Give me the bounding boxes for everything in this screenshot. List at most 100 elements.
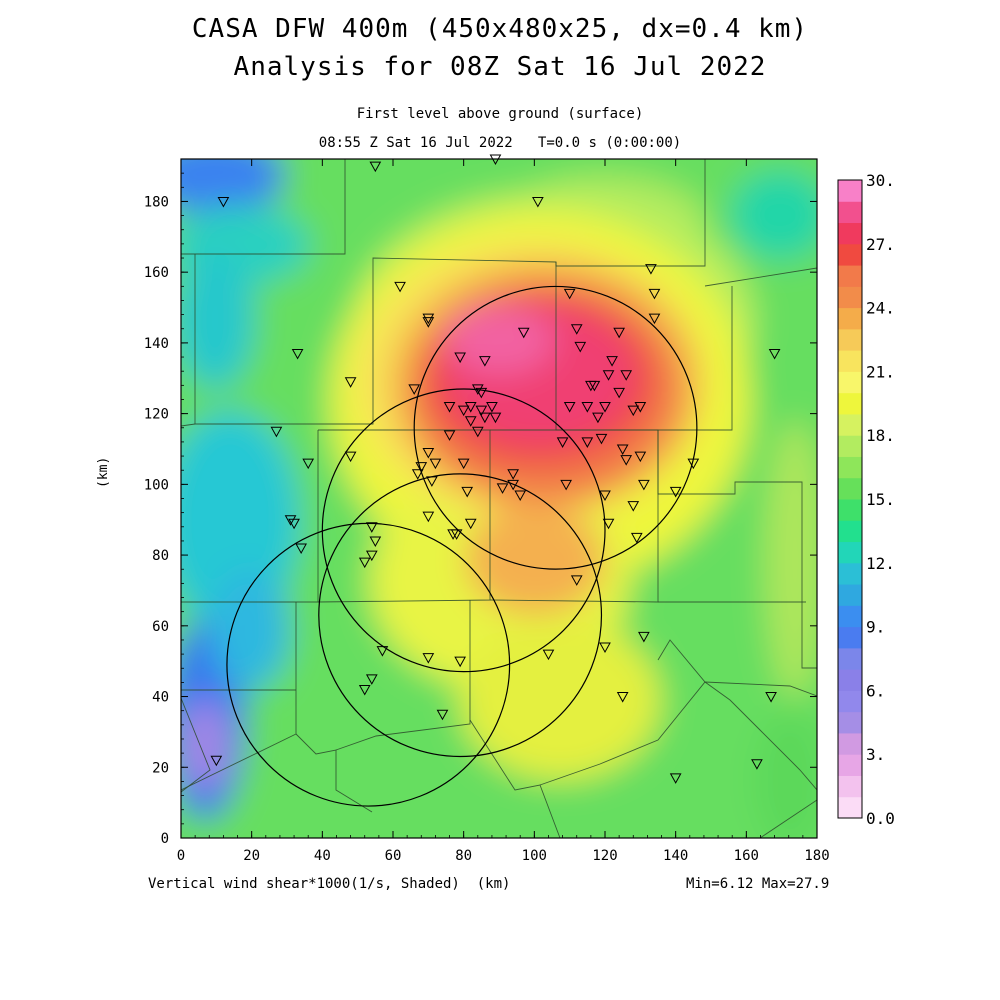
station-marker <box>411 469 424 480</box>
colorbar-swatch <box>838 754 862 776</box>
field-blob <box>210 570 290 690</box>
station-marker <box>599 490 611 501</box>
colorbar-label: 9. <box>866 618 885 637</box>
station-marker <box>542 649 555 661</box>
station-marker <box>648 288 661 300</box>
colorbar-swatch <box>838 562 862 585</box>
station-marker <box>627 405 640 417</box>
radar-ring <box>318 473 603 758</box>
field-blob <box>181 700 230 790</box>
station-marker <box>768 349 781 360</box>
y-tick-label: 80 <box>152 548 169 564</box>
colorbar-swatch <box>838 413 862 436</box>
station-marker <box>210 755 223 767</box>
colorbar-label: 18. <box>866 426 895 445</box>
station-marker <box>394 281 406 293</box>
station-marker <box>507 479 519 491</box>
station-marker <box>443 402 456 413</box>
colorbar-label: 21. <box>866 362 895 381</box>
station-marker <box>514 490 527 501</box>
y-tick-label: 0 <box>161 831 169 847</box>
station-marker <box>613 327 625 339</box>
station-marker <box>645 264 657 275</box>
radar-ring <box>226 522 511 807</box>
station-marker <box>592 412 604 424</box>
station-marker <box>648 313 661 325</box>
station-marker <box>687 458 700 470</box>
station-marker <box>599 642 611 654</box>
station-marker <box>479 356 491 367</box>
x-tick-label: 60 <box>385 848 402 864</box>
station-marker <box>620 455 633 466</box>
station-marker <box>450 529 463 540</box>
level-subtitle: First level above ground (surface) <box>356 106 644 122</box>
colorbar-swatch <box>838 711 862 734</box>
station-marker <box>486 402 498 413</box>
colorbar-swatch <box>838 243 862 266</box>
colorbar-swatch <box>838 690 862 713</box>
x-tick-label: 20 <box>243 848 260 864</box>
colorbar-label: 0.0 <box>866 809 895 828</box>
station-marker <box>517 327 530 339</box>
field-blob <box>755 710 817 838</box>
station-marker <box>302 458 315 470</box>
colorbar-swatch <box>838 541 862 564</box>
field-blob <box>465 505 605 615</box>
station-marker <box>369 536 382 547</box>
station-marker <box>627 501 640 512</box>
field-blob <box>181 410 300 630</box>
variable-label: Vertical wind shear*1000(1/s, Shaded) (k… <box>148 876 511 892</box>
station-marker <box>570 324 583 335</box>
x-tick-label: 140 <box>663 848 688 864</box>
station-marker <box>365 674 378 685</box>
field-blob <box>460 620 660 780</box>
x-tick-label: 80 <box>455 848 472 864</box>
colorbar-swatch <box>838 775 862 798</box>
map-title: CASA DFW 400m (450x480x25, dx=0.4 km) <box>191 14 809 44</box>
min-max-label: Min=6.12 Max=27.9 <box>686 876 830 892</box>
station-marker <box>288 518 300 530</box>
radar-ring <box>413 285 698 570</box>
station-marker <box>638 479 650 491</box>
station-marker <box>532 196 544 208</box>
valid-time-subtitle: 08:55 Z Sat 16 Jul 2022 T=0.0 s (0:00:00… <box>318 135 682 151</box>
station-marker <box>507 469 519 480</box>
y-tick-label: 60 <box>152 619 169 635</box>
colorbar-swatch <box>838 286 862 309</box>
station-marker <box>376 646 389 657</box>
x-tick-label: 100 <box>522 848 547 864</box>
x-tick-label: 180 <box>804 848 829 864</box>
station-marker <box>365 550 378 562</box>
station-marker <box>369 161 382 173</box>
colorbar-swatch <box>838 477 862 500</box>
colorbar-swatch <box>838 201 862 224</box>
station-marker <box>595 433 608 445</box>
field-blob <box>730 170 817 260</box>
station-marker <box>358 557 371 569</box>
colorbar-swatch <box>838 669 862 691</box>
colorbar-frame <box>837 179 863 819</box>
station-marker <box>422 653 435 664</box>
radar-coverage-rings <box>226 285 698 807</box>
colorbar: 0.0 3. 6. 9. 12. 15. 18. 21. 24. 27. 30. <box>837 171 895 828</box>
station-marker <box>669 773 682 784</box>
x-tick-label: 160 <box>734 848 759 864</box>
colorbar-label: 15. <box>866 490 895 509</box>
station-marker <box>457 458 470 470</box>
colorbar-swatch <box>838 435 862 457</box>
station-marker <box>471 384 484 395</box>
station-marker <box>464 402 477 413</box>
station-marker <box>669 486 682 498</box>
station-marker <box>563 288 576 300</box>
station-marker <box>408 384 421 395</box>
y-tick-label: 20 <box>152 760 169 776</box>
station-marker <box>751 759 763 770</box>
station-marker <box>479 412 491 424</box>
station-marker <box>454 656 466 668</box>
colorbar-label: 24. <box>866 299 895 318</box>
station-marker <box>570 575 583 586</box>
station-marker <box>270 426 283 438</box>
colorbar-swatch <box>838 520 862 543</box>
colorbar-label: 3. <box>866 745 885 764</box>
station-marker <box>602 370 615 381</box>
